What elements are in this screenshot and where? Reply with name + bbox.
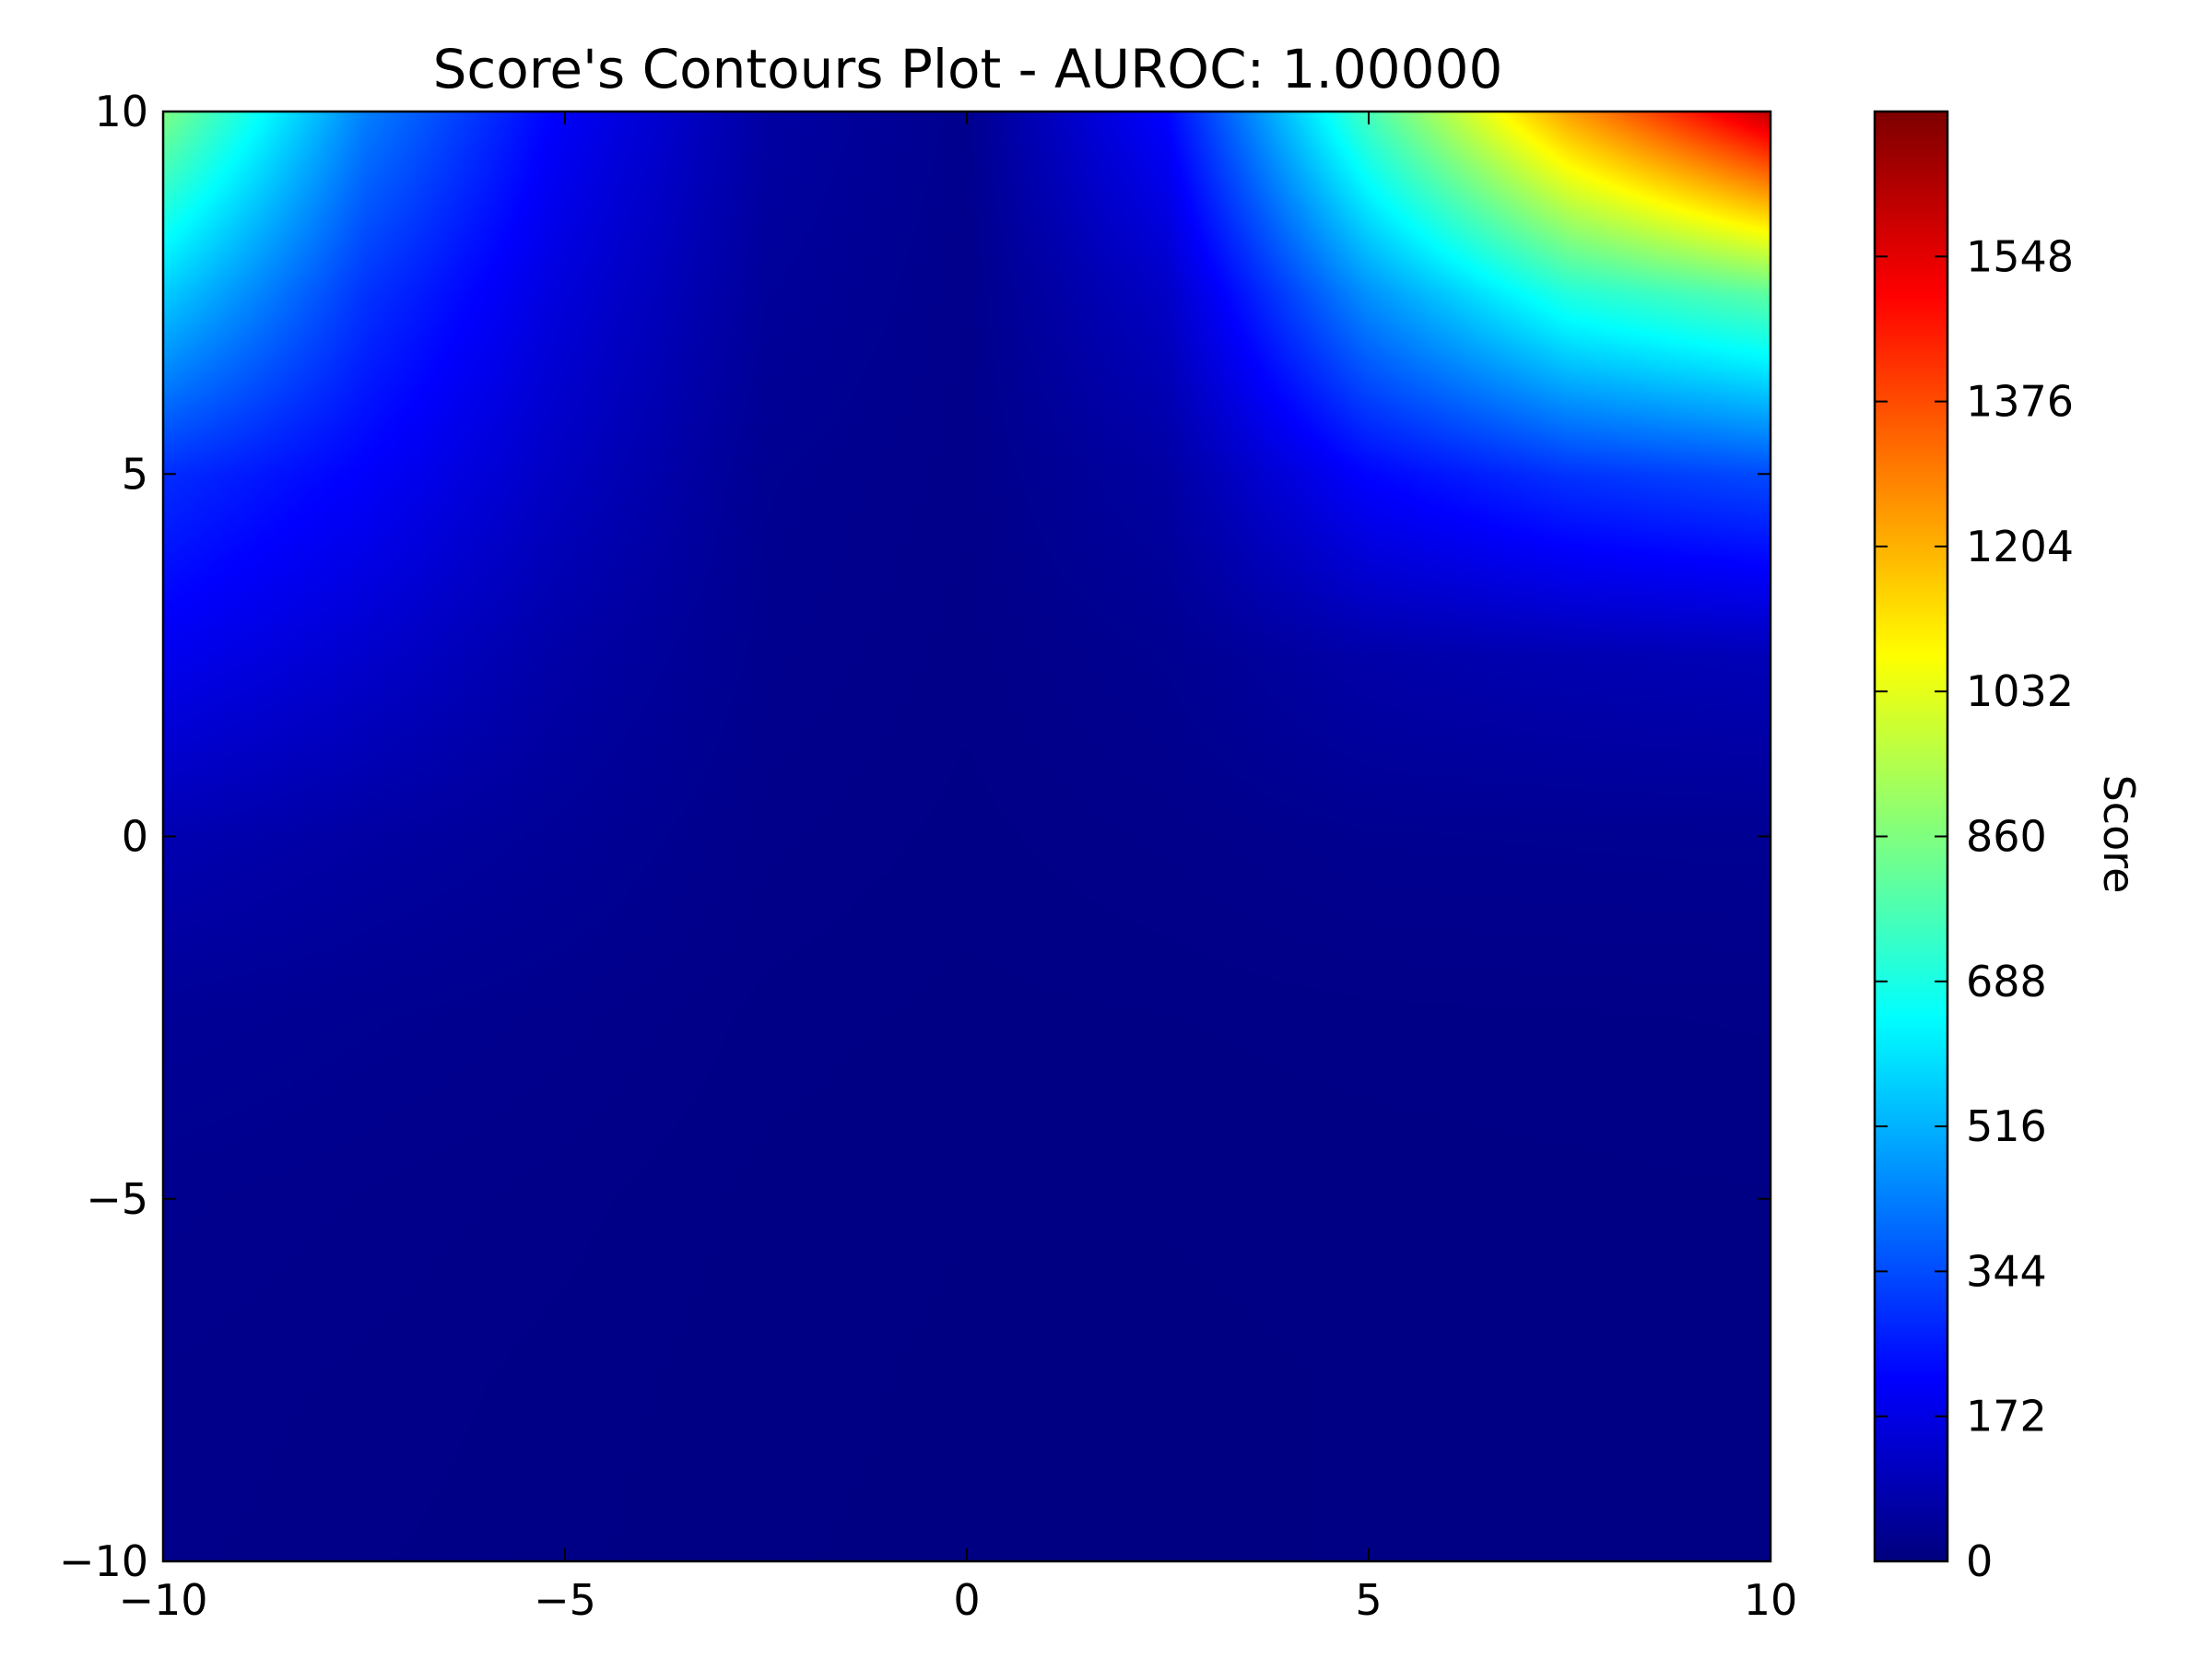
- colorbar-tick-label: 172: [1966, 1392, 2047, 1441]
- colorbar-tick-label: 860: [1966, 812, 2047, 862]
- score-heatmap: [163, 112, 1771, 1561]
- colorbar-tick-label: 1376: [1966, 377, 2074, 427]
- chart-title: Score's Contours Plot - AUROC: 1.00000: [433, 38, 1503, 100]
- colorbar-label: Score: [2094, 775, 2144, 894]
- y-tick-label: −10: [59, 1536, 148, 1586]
- x-tick-label: −10: [118, 1575, 207, 1625]
- colorbar-tick-label: 1548: [1966, 231, 2074, 281]
- colorbar-tick-label: 1032: [1966, 666, 2074, 716]
- x-tick-label: 10: [1744, 1575, 1798, 1625]
- colorbar-ticks: 0 172 344 516 688 860 1032 1204 1376 1548: [1875, 231, 2074, 1586]
- colorbar-tick-label: 0: [1966, 1536, 1993, 1586]
- x-tick-label: 0: [953, 1575, 980, 1625]
- y-tick-label: −5: [86, 1174, 148, 1224]
- plot-area: −10 −5 0 5 10 −10 −5 0 5 10: [59, 87, 1797, 1625]
- colorbar-tick-label: 344: [1966, 1246, 2047, 1296]
- colorbar-tick-label: 1204: [1966, 522, 2074, 571]
- y-axis: −10 −5 0 5 10: [59, 87, 1771, 1586]
- y-tick-label: 10: [94, 87, 148, 136]
- colorbar-tick-label: 688: [1966, 957, 2047, 1006]
- colorbar-tick-label: 516: [1966, 1101, 2047, 1151]
- x-axis: −10 −5 0 5 10: [118, 112, 1797, 1625]
- y-tick-label: 5: [122, 449, 148, 499]
- y-tick-label: 0: [122, 812, 148, 862]
- x-tick-label: 5: [1355, 1575, 1382, 1625]
- colorbar: 0 172 344 516 688 860 1032 1204 1376 1548 Score: [1873, 110, 2144, 1586]
- x-tick-label: −5: [534, 1575, 596, 1625]
